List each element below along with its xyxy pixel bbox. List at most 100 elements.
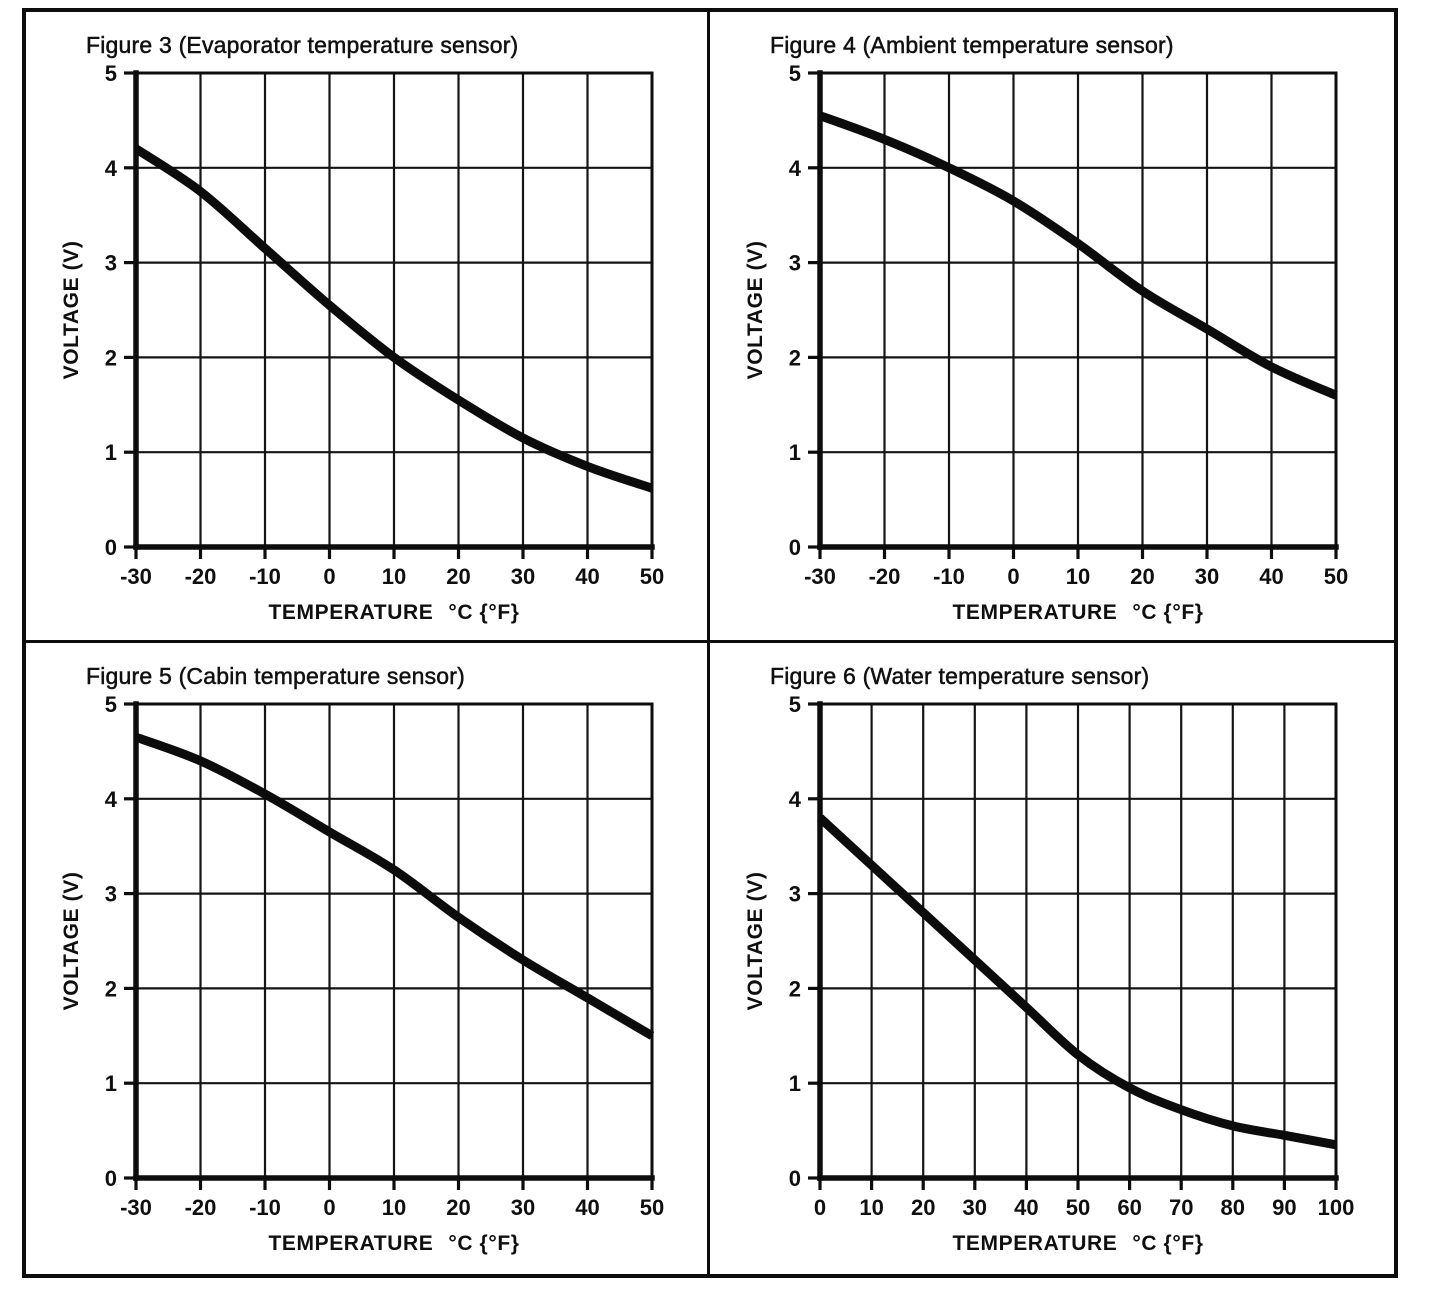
axis-titles: TEMPERATURE °C {°F} VOLTAGE (V): [744, 872, 1203, 1255]
x-tick-label: 10: [382, 564, 406, 589]
x-tick-label: 50: [640, 564, 664, 589]
x-tick-label: 40: [575, 1195, 599, 1220]
axis-titles: TEMPERATURE °C {°F} VOLTAGE (V): [744, 241, 1203, 624]
y-tick-label: 3: [105, 882, 117, 907]
tick-labels: -30 -20 -10 0 10 20 30 40 50 0 1 2 3 4 5: [105, 63, 664, 589]
x-tick-label: -20: [185, 564, 217, 589]
tick-labels: 0 10 20 30 40 50 60 70 80 90 100 0 1 2 3 4 5: [789, 694, 1355, 1220]
sensor-curve: [134, 732, 655, 1040]
x-tick-label: 70: [1169, 1195, 1193, 1220]
y-tick-label: 3: [789, 882, 801, 907]
sensor-curve: [133, 145, 654, 493]
x-tick-label: 50: [640, 1195, 664, 1220]
figure-4-chart: -30 -20 -10 0 10 20 30 40 50 0 1 2 3 4 5 TEMPERATURE °C …: [744, 63, 1348, 624]
gridlines: [134, 702, 654, 1180]
y-tick-label: 5: [105, 694, 117, 717]
x-tick-label: -30: [120, 1195, 152, 1220]
y-tick-label: 4: [105, 156, 118, 181]
figure-6-panel: Figure 6 (Water temperature sensor) 0 10 2…: [710, 643, 1394, 1274]
x-tick-label: 90: [1272, 1195, 1296, 1220]
x-tick-label: 30: [511, 1195, 535, 1220]
x-tick-label: 50: [1066, 1195, 1090, 1220]
axis-titles: TEMPERATURE °C {°F} VOLTAGE (V): [60, 872, 519, 1255]
y-tick-label: 2: [789, 345, 801, 370]
tick-marks: [124, 71, 654, 559]
figure-3-title: Figure 3 (Evaporator temperature sensor): [86, 32, 519, 59]
x-tick-label: 30: [963, 1195, 987, 1220]
x-axis-title: TEMPERATURE °C {°F}: [268, 601, 519, 624]
x-tick-label: 10: [859, 1195, 883, 1220]
sensor-curve: [816, 814, 1337, 1150]
gridlines: [818, 702, 1338, 1180]
y-tick-label: 5: [789, 63, 801, 86]
y-axis-title: VOLTAGE (V): [744, 872, 767, 1011]
figure-4-title: Figure 4 (Ambient temperature sensor): [770, 32, 1174, 59]
tick-marks: [808, 702, 1338, 1190]
x-tick-label: 10: [1066, 564, 1090, 589]
y-tick-label: 2: [105, 976, 117, 1001]
x-tick-label: 40: [1014, 1195, 1038, 1220]
y-tick-label: 2: [105, 345, 117, 370]
x-tick-label: 20: [911, 1195, 935, 1220]
figures-frame: Figure 3 (Evaporator temperature sensor)…: [22, 8, 1398, 1278]
gridlines: [134, 71, 654, 549]
figure-6-chart: 0 10 20 30 40 50 60 70 80 90 100 0 1 2 3 4 5 TEMPERATURE °…: [744, 694, 1355, 1255]
tick-marks: [124, 702, 654, 1190]
figure-4-panel: Figure 4 (Ambient temperature sensor) -3…: [710, 12, 1394, 643]
figure-3-panel: Figure 3 (Evaporator temperature sensor)…: [26, 12, 710, 643]
figure-5-panel: Figure 5 (Cabin temperature sensor) -30 -…: [26, 643, 710, 1274]
x-tick-label: 40: [575, 564, 599, 589]
x-tick-label: -30: [804, 564, 836, 589]
x-tick-label: -10: [249, 564, 281, 589]
y-tick-label: 0: [105, 1166, 117, 1191]
x-tick-label: 0: [323, 564, 335, 589]
y-tick-label: 0: [105, 535, 117, 560]
y-axis-title: VOLTAGE (V): [60, 241, 83, 380]
tick-labels: -30 -20 -10 0 10 20 30 40 50 0 1 2 3 4 5: [105, 694, 664, 1220]
x-tick-label: -20: [869, 564, 901, 589]
y-tick-label: 4: [789, 787, 802, 812]
x-tick-label: 80: [1221, 1195, 1245, 1220]
figure-5-chart: -30 -20 -10 0 10 20 30 40 50 0 1 2 3 4 5 TEMPERATURE °C …: [60, 694, 664, 1255]
figure-6-title: Figure 6 (Water temperature sensor): [770, 663, 1150, 690]
tick-labels: -30 -20 -10 0 10 20 30 40 50 0 1 2 3 4 5: [789, 63, 1348, 589]
y-tick-label: 1: [789, 1071, 801, 1096]
x-tick-label: 30: [511, 564, 535, 589]
y-tick-label: 5: [105, 63, 117, 86]
x-tick-label: 50: [1324, 564, 1348, 589]
x-tick-label: -10: [249, 1195, 281, 1220]
y-tick-label: 0: [789, 535, 801, 560]
figure-3-chart: -30 -20 -10 0 10 20 30 40 50 0 1 2 3 4 5 TEMPERATURE °C …: [60, 63, 664, 624]
x-tick-label: 40: [1259, 564, 1283, 589]
x-tick-label: 0: [323, 1195, 335, 1220]
x-tick-label: 60: [1117, 1195, 1141, 1220]
x-tick-label: 30: [1195, 564, 1219, 589]
y-axis-title: VOLTAGE (V): [744, 241, 767, 380]
y-tick-label: 1: [105, 440, 117, 465]
y-tick-label: 1: [105, 1071, 117, 1096]
x-tick-label: 0: [1007, 564, 1019, 589]
x-tick-label: 0: [814, 1195, 826, 1220]
x-tick-label: 20: [446, 564, 470, 589]
x-tick-label: 20: [1130, 564, 1154, 589]
x-tick-label: -30: [120, 564, 152, 589]
x-axis-title: TEMPERATURE °C {°F}: [952, 601, 1203, 624]
x-axis-title: TEMPERATURE °C {°F}: [952, 1232, 1203, 1255]
y-axis-title: VOLTAGE (V): [60, 872, 83, 1011]
y-tick-label: 4: [789, 156, 802, 181]
y-tick-label: 2: [789, 976, 801, 1001]
y-tick-label: 3: [105, 251, 117, 276]
y-tick-label: 4: [105, 787, 118, 812]
y-tick-label: 0: [789, 1166, 801, 1191]
x-tick-label: -20: [185, 1195, 217, 1220]
y-tick-label: 5: [789, 694, 801, 717]
x-tick-label: 10: [382, 1195, 406, 1220]
x-tick-label: 100: [1318, 1195, 1355, 1220]
tick-marks: [808, 71, 1338, 559]
figure-5-title: Figure 5 (Cabin temperature sensor): [86, 663, 465, 690]
y-tick-label: 3: [789, 251, 801, 276]
x-axis-title: TEMPERATURE °C {°F}: [268, 1232, 519, 1255]
sensor-curve: [818, 111, 1338, 400]
axis-titles: TEMPERATURE °C {°F} VOLTAGE (V): [60, 241, 519, 624]
x-tick-label: -10: [933, 564, 965, 589]
